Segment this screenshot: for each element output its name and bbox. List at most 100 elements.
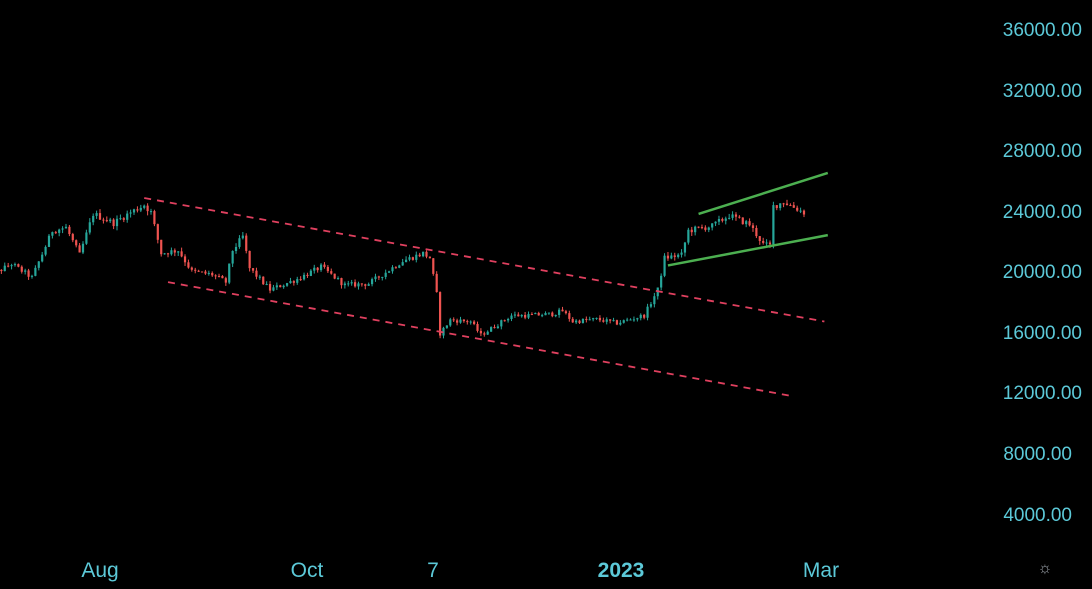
rising-channel-line-3[interactable] [667,233,829,267]
candle-up [387,271,391,273]
candle-down [98,213,102,220]
candle-down [323,264,326,267]
candle-down [704,227,707,230]
candle-up [296,279,299,283]
candle-down [432,258,435,274]
candle-up [507,319,510,321]
candle-up [3,265,6,272]
candle-down [146,205,149,212]
y-tick-label: 16000.00 [1003,323,1082,344]
candle-up [258,276,261,278]
candle-down [221,276,224,279]
candle-up [541,315,544,317]
candle-down [112,219,115,227]
candle-up [265,284,268,286]
candle-down [609,319,612,321]
candle-up [367,284,370,286]
candle-down [156,224,159,240]
candle-down [255,270,258,277]
candle-up [347,283,350,285]
candle-up [558,309,561,315]
candle-up [231,250,234,264]
y-tick-label: 24000.00 [1003,202,1082,223]
y-tick-label: 32000.00 [1003,81,1082,102]
candle-up [343,283,346,286]
candle-down [734,214,738,217]
candle-up [350,282,353,284]
time-axis[interactable]: Aug Oct 7 2023 Mar [81,559,839,582]
candle-up [646,306,649,318]
candle-down [462,319,466,322]
candle-up [275,285,278,288]
price-axis[interactable]: 36000.00 32000.00 28000.00 24000.00 2000… [1003,20,1082,526]
candle-down [211,272,214,276]
candle-down [741,217,744,225]
candle-up [544,313,547,316]
candle-up [765,242,768,244]
candle-down [585,318,588,320]
candle-up [500,320,503,327]
falling-channel-line-0[interactable] [144,197,825,323]
candle-down [183,256,187,263]
candle-down [0,269,3,272]
candle-up [381,276,384,278]
candle-up [370,279,374,285]
candle-down [789,205,792,207]
y-tick-label: 12000.00 [1003,383,1082,404]
candle-up [404,259,408,263]
candle-up [663,255,666,276]
candle-down [122,218,125,220]
candle-down [75,240,78,246]
candle-down [479,330,483,334]
candle-down [673,255,676,257]
candle-up [707,227,710,230]
candle-down [517,314,520,317]
candle-up [126,213,129,220]
candle-down [564,311,568,314]
candle-up [391,267,394,272]
candle-down [438,292,442,336]
candle-up [228,263,231,283]
candle-down [738,216,741,218]
candle-up [595,317,598,319]
falling-channel-line-1[interactable] [167,281,791,397]
y-tick-label: 28000.00 [1003,141,1082,162]
candle-down [251,268,255,271]
candle-up [129,212,132,214]
settings-sun-icon[interactable]: ☼ [1037,560,1053,577]
candle-down [476,323,479,331]
candle-up [285,283,289,286]
candle-down [435,273,438,293]
candle-down [217,275,221,277]
candle-up [680,252,683,255]
candle-down [792,205,795,208]
candle-up [772,205,775,245]
candle-up [238,238,241,247]
candle-down [17,264,20,267]
candle-up [459,319,462,323]
candle-up [724,218,727,221]
candle-down [306,274,309,276]
candle-up [728,217,731,219]
rising-channel-line-2[interactable] [698,171,829,216]
candle-down [428,256,431,259]
candle-down [200,271,204,273]
candle-down [466,321,469,323]
candle-down [483,333,486,335]
y-tick-label: 20000.00 [1003,262,1082,283]
candle-up [241,235,244,239]
candle-down [180,251,183,257]
candle-up [289,281,292,284]
candle-down [316,267,319,271]
candle-down [785,203,789,206]
candle-down [105,220,108,222]
candle-up [554,314,557,317]
candle-down [571,318,574,323]
candle-down [292,281,295,283]
candle-down [615,320,619,325]
candle-up [670,255,673,259]
candle-down [762,240,765,243]
candle-up [581,318,585,324]
candle-up [636,318,639,320]
